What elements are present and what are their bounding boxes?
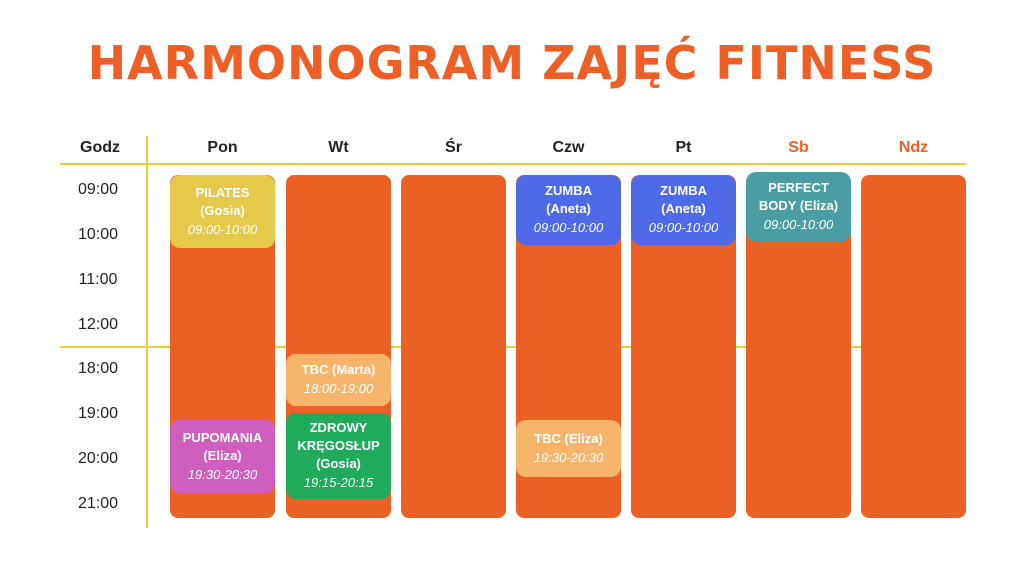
- event-zumba-pt[interactable]: ZUMBA (Aneta) 09:00-10:00: [631, 175, 736, 245]
- header-day-ndz: Ndz: [898, 139, 929, 156]
- event-name: PILATES: [195, 184, 250, 200]
- header-day-sb: Sb: [788, 139, 809, 156]
- event-time: 18:00-19:00: [303, 381, 374, 396]
- event-name-line2: KRĘGOSŁUP: [297, 438, 380, 453]
- time-label: 09:00: [77, 181, 119, 198]
- event-name: TBC (Eliza): [534, 430, 603, 446]
- header-day-czw: Czw: [552, 139, 585, 156]
- event-instructor: (Gosia): [316, 456, 361, 471]
- event-zdrowy-kregoslup[interactable]: ZDROWY KRĘGOSŁUP (Gosia) 19:15-20:15: [286, 413, 391, 499]
- header-day-wt: Wt: [328, 139, 349, 156]
- time-label: 10:00: [77, 226, 119, 243]
- time-label: 11:00: [78, 271, 118, 288]
- time-label: 19:00: [77, 405, 119, 422]
- event-perfect-body[interactable]: PERFECT BODY (Eliza) 09:00-10:00: [746, 172, 851, 242]
- time-label: 21:00: [77, 495, 119, 512]
- day-column-ndz: [861, 175, 966, 518]
- event-instructor: (Aneta): [661, 201, 706, 216]
- event-instructor: (Eliza): [203, 447, 242, 463]
- event-name: TBC (Marta): [301, 362, 376, 377]
- event-time: 19:30-20:30: [187, 466, 258, 482]
- event-time: 19:15-20:15: [303, 475, 374, 490]
- header-day-pon: Pon: [207, 139, 238, 156]
- event-name: PUPOMANIA: [182, 429, 263, 445]
- event-name: ZUMBA: [660, 183, 707, 198]
- hours-divider: [146, 136, 148, 528]
- day-column-sr: [401, 175, 506, 518]
- event-tbc-wt[interactable]: TBC (Marta) 18:00-19:00: [286, 354, 391, 406]
- event-name: PERFECT: [768, 180, 829, 195]
- header-hours: Godz: [80, 139, 120, 156]
- session-divider: [60, 346, 966, 348]
- event-name-line2: BODY (Eliza): [758, 198, 839, 213]
- event-time: 09:00-10:00: [648, 220, 719, 235]
- event-instructor: (Aneta): [546, 201, 591, 216]
- event-name: ZUMBA: [545, 183, 592, 198]
- event-zumba-czw[interactable]: ZUMBA (Aneta) 09:00-10:00: [516, 175, 621, 245]
- time-label: 20:00: [77, 450, 119, 467]
- header-day-pt: Pt: [675, 139, 692, 156]
- event-time: 19:30-20:30: [533, 449, 604, 465]
- event-pupomania[interactable]: PUPOMANIA (Eliza) 19:30-20:30: [170, 420, 275, 493]
- header-divider: [60, 163, 966, 165]
- header-day-sr: Śr: [445, 139, 462, 156]
- event-time: 09:00-10:00: [763, 217, 834, 232]
- time-label: 18:00: [77, 360, 119, 377]
- time-label: 12:00: [77, 316, 119, 333]
- event-time: 09:00-10:00: [533, 220, 604, 235]
- event-time: 09:00-10:00: [187, 221, 258, 237]
- event-pilates[interactable]: PILATES (Gosia) 09:00-10:00: [170, 175, 275, 248]
- event-tbc-czw[interactable]: TBC (Eliza) 19:30-20:30: [516, 420, 621, 477]
- event-name: ZDROWY: [309, 420, 368, 435]
- event-instructor: (Gosia): [200, 202, 245, 218]
- page-title: HARMONOGRAM ZAJĘĆ FITNESS: [87, 36, 937, 90]
